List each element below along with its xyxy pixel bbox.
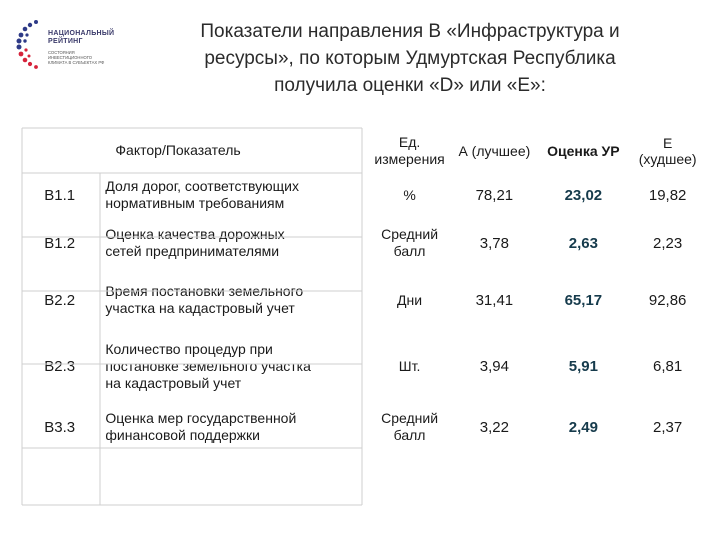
row-factor: Оценка качества дорожных сетей предприни… xyxy=(97,217,369,269)
title-line: получила оценки «D» или «Е»: xyxy=(274,75,546,96)
page-title: Показатели направления В «Инфраструктура… xyxy=(150,18,670,99)
header-worst-line: Е xyxy=(662,134,673,151)
logo-line: РЕЙТИНГ xyxy=(48,38,83,45)
header-ur: Оценка УР xyxy=(547,142,620,159)
row-unit: Дни xyxy=(370,269,449,331)
header-unit-line: Ед. xyxy=(398,133,421,150)
unit-line: балл xyxy=(393,427,426,443)
logo-sub-line: ИНВЕСТИЦИОННОГО xyxy=(48,55,93,60)
row-worst: 19,82 xyxy=(648,186,687,204)
unit-line: Средний xyxy=(381,410,439,426)
title-line: Показатели направления В «Инфраструктура… xyxy=(200,21,620,42)
logo-line: НАЦИОНАЛЬНЫЙ xyxy=(48,30,115,37)
unit-line: Средний xyxy=(381,226,439,242)
logo-subtitle: СОСТОЯНИЯ ИНВЕСТИЦИОННОГО КЛИМАТА В СУБЪ… xyxy=(48,50,128,65)
factor-line: участка на кадастровый учет xyxy=(105,300,295,316)
header-unit-line: измерения xyxy=(374,150,445,167)
row-ur: 2,49 xyxy=(568,418,598,436)
header-factor: Фактор/Показатель xyxy=(115,142,241,158)
header-unit: Ед. измерения xyxy=(370,128,449,173)
logo-sub-line: СОСТОЯНИЯ xyxy=(48,50,75,55)
header-code xyxy=(22,128,97,173)
factor-line: Время постановки земельного xyxy=(105,283,304,299)
row-ur: 23,02 xyxy=(564,186,603,204)
row-unit: Средний балл xyxy=(370,217,449,269)
table-row: В1.1 Доля дорог, соответствующих нормати… xyxy=(22,173,708,217)
header-worst: Е (худшее) xyxy=(627,128,708,173)
unit-line: % xyxy=(403,186,416,203)
table-header-row: Фактор/Показатель Ед. измерения А (лучше… xyxy=(22,128,708,173)
factor-line: постановке земельного участка xyxy=(105,357,311,374)
table-row: В3.3 Оценка мер государственной финансов… xyxy=(22,401,708,453)
factor-line: Оценка мер государственной xyxy=(105,410,297,426)
header-best: А (лучшее) xyxy=(458,142,531,159)
row-best: 31,41 xyxy=(475,291,514,309)
row-code: В2.2 xyxy=(44,291,76,309)
row-factor: Количество процедур при постановке земел… xyxy=(97,331,369,401)
row-best: 78,21 xyxy=(475,186,514,204)
row-ur: 5,91 xyxy=(568,357,598,375)
logo-sub-line: КЛИМАТА В СУБЪЕКТАХ РФ xyxy=(48,60,105,65)
table-row: В2.3 Количество процедур при постановке … xyxy=(22,331,708,401)
row-worst: 2,23 xyxy=(653,234,683,252)
row-code: В1.1 xyxy=(44,186,76,204)
row-worst: 92,86 xyxy=(648,291,687,309)
unit-line: Дни xyxy=(397,291,423,308)
factor-line: на кадастровый учет xyxy=(105,374,242,391)
indicators-table: Фактор/Показатель Ед. измерения А (лучше… xyxy=(22,128,708,453)
header-worst-line: (худшее) xyxy=(638,150,697,167)
row-ur: 65,17 xyxy=(564,291,603,309)
factor-line: финансовой поддержки xyxy=(105,427,260,443)
title-line: ресурсы», по которым Удмуртская Республи… xyxy=(204,48,616,69)
unit-line: балл xyxy=(393,243,426,259)
unit-line: Шт. xyxy=(398,357,421,374)
row-best: 3,78 xyxy=(479,234,509,252)
national-rating-logo: НАЦИОНАЛЬНЫЙ РЕЙТИНГ СОСТОЯНИЯ ИНВЕСТИЦИ… xyxy=(14,14,164,84)
row-worst: 2,37 xyxy=(653,418,683,436)
row-unit: Средний балл xyxy=(370,401,449,453)
row-factor: Время постановки земельного участка на к… xyxy=(97,269,369,331)
row-unit: % xyxy=(370,173,449,217)
row-factor: Оценка мер государственной финансовой по… xyxy=(97,401,369,453)
row-best: 3,94 xyxy=(479,357,509,375)
row-code: В2.3 xyxy=(44,357,76,375)
row-best: 3,22 xyxy=(479,418,509,436)
table-row: В2.2 Время постановки земельного участка… xyxy=(22,269,708,331)
row-code: В3.3 xyxy=(44,418,76,436)
logo-title: НАЦИОНАЛЬНЫЙ РЕЙТИНГ xyxy=(48,30,114,46)
factor-line: Доля дорог, соответствующих xyxy=(105,178,299,194)
logo-dots-icon xyxy=(16,20,38,69)
row-code: В1.2 xyxy=(44,234,76,252)
row-worst: 6,81 xyxy=(653,357,683,375)
factor-line: нормативным требованиям xyxy=(105,195,285,211)
row-factor: Доля дорог, соответствующих нормативным … xyxy=(97,173,369,217)
factor-line: сетей предпринимателями xyxy=(105,243,280,259)
factor-line: Оценка качества дорожных xyxy=(105,226,285,242)
row-unit: Шт. xyxy=(370,331,449,401)
row-ur: 2,63 xyxy=(568,234,598,252)
table-row: В1.2 Оценка качества дорожных сетей пред… xyxy=(22,217,708,269)
factor-line: Количество процедур при xyxy=(105,340,273,357)
